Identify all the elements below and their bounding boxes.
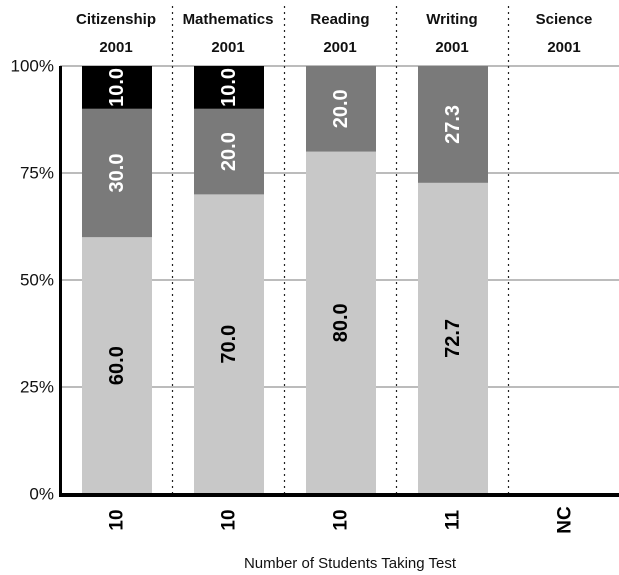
bar-value-label: 20.0	[218, 132, 240, 171]
bar-value-label: 27.3	[442, 105, 464, 144]
bar-segment	[82, 237, 152, 494]
category-year-label: 2001	[547, 39, 580, 56]
bar-value-label: 60.0	[106, 346, 128, 385]
category-headers: Citizenship 2001 Mathematics 2001 Reading 200…	[76, 11, 592, 56]
y-tick-label: 50%	[20, 271, 54, 290]
bar-segment	[194, 194, 264, 494]
bar-segment	[194, 108, 264, 195]
category-subject-label: Science	[536, 11, 593, 28]
bars: 60.0 30.0 10.0 70.0 20.0 10.0 80.0 20.0 72.7 27.3	[82, 66, 488, 494]
category-subject-label: Mathematics	[183, 11, 274, 28]
category-year-label: 2001	[323, 39, 356, 56]
category-subject-label: Reading	[310, 11, 369, 28]
y-tick-labels: 0% 25% 50% 75% 100%	[11, 57, 54, 504]
bar-value-label: 80.0	[330, 303, 352, 342]
bar-value-label: 30.0	[106, 154, 128, 193]
bar-value-label: 70.0	[218, 325, 240, 364]
bar-segment	[418, 66, 488, 183]
bar-value-label: 10.0	[106, 68, 128, 107]
bar-segment	[306, 66, 376, 152]
bar-value-label: 72.7	[442, 319, 464, 358]
category-year-label: 2001	[99, 39, 132, 56]
student-count-label: 10	[107, 509, 128, 530]
category-subject-label: Writing	[426, 11, 477, 28]
y-tick-label: 25%	[20, 378, 54, 397]
x-axis-title: Number of Students Taking Test	[244, 555, 457, 572]
bar-segment	[418, 182, 488, 494]
axes	[59, 66, 619, 497]
student-count-labels: 10 10 10 11 NC	[107, 506, 576, 534]
student-count-label: 10	[331, 509, 352, 530]
category-subject-label: Citizenship	[76, 11, 156, 28]
student-count-label: 10	[219, 509, 240, 530]
y-tick-label: 100%	[11, 57, 54, 76]
student-count-label: 11	[443, 510, 464, 531]
y-tick-label: 75%	[20, 164, 54, 183]
bar-segment	[82, 108, 152, 238]
category-year-label: 2001	[435, 39, 468, 56]
y-tick-label: 0%	[29, 485, 54, 504]
bar-value-label: 10.0	[218, 68, 240, 107]
bar-value-label: 20.0	[330, 89, 352, 128]
bar-segment	[194, 66, 264, 109]
student-count-label: NC	[555, 506, 576, 534]
bar-segment	[82, 66, 152, 109]
category-year-label: 2001	[211, 39, 244, 56]
bar-segment	[306, 151, 376, 494]
